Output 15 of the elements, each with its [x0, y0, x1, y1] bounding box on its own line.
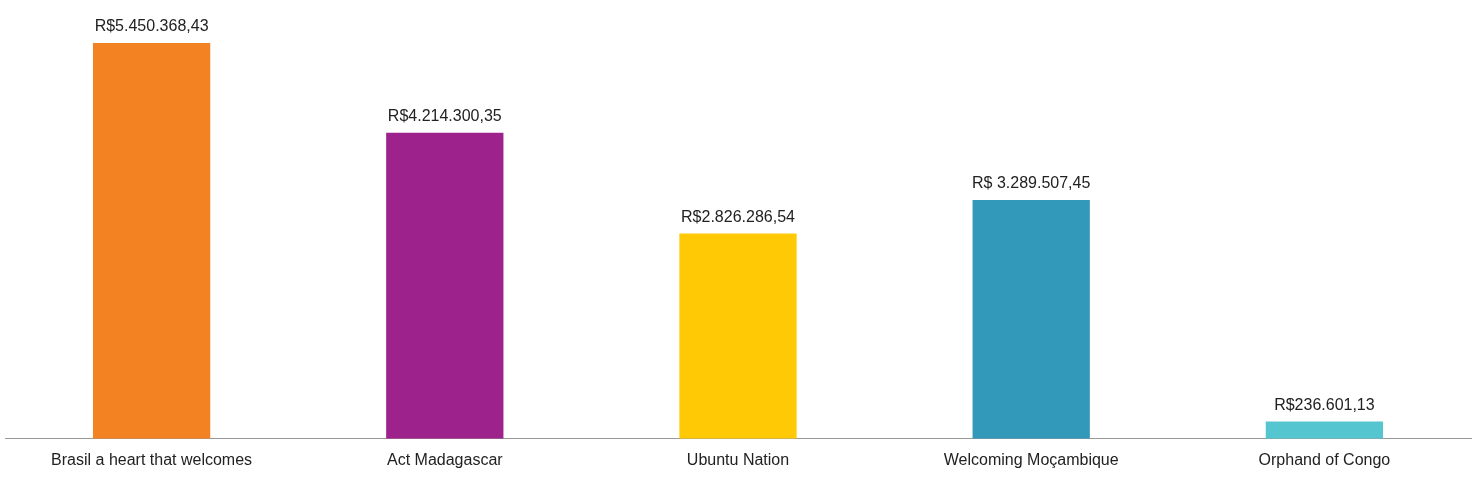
- bar: [1265, 421, 1384, 439]
- x-tick-label: Welcoming Moçambique: [943, 450, 1119, 468]
- data-label: R$ 3.289.507,45: [972, 174, 1091, 192]
- bar: [386, 132, 504, 439]
- x-tick-label: Orphand of Congo: [1258, 450, 1391, 468]
- bar: [679, 233, 797, 439]
- data-label: R$2.826.286,54: [681, 207, 796, 225]
- x-tick-label: Act Madagascar: [387, 450, 504, 468]
- bar: [92, 43, 211, 439]
- data-label: R$236.601,13: [1274, 396, 1375, 414]
- x-tick-label: Brasil a heart that welcomes: [51, 450, 253, 468]
- x-tick-label: Ubuntu Nation: [686, 450, 790, 468]
- data-label: R$5.450.368,43: [94, 17, 209, 35]
- data-label: R$4.214.300,35: [387, 107, 502, 125]
- bar: [972, 199, 1090, 439]
